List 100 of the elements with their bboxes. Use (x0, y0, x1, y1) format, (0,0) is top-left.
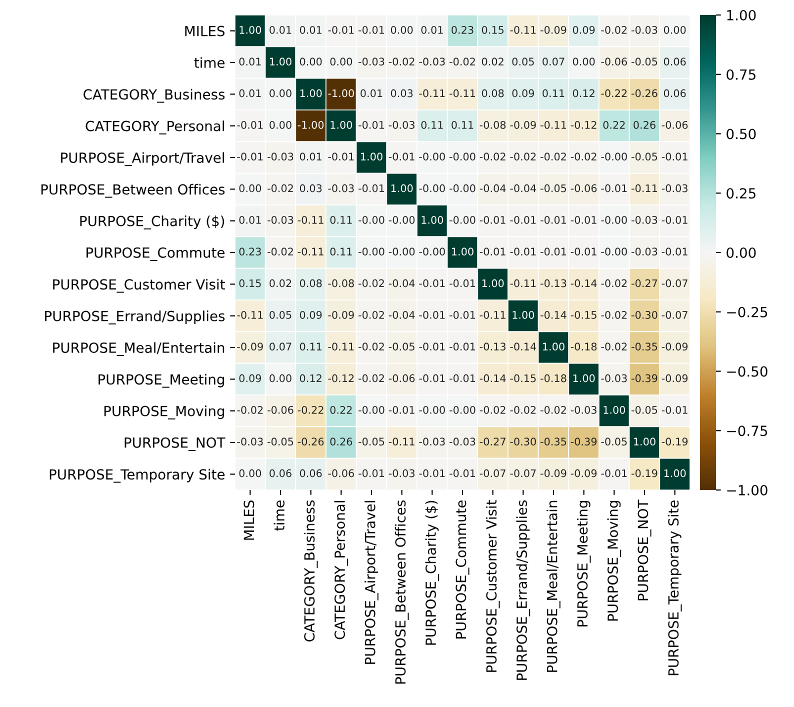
data-label: -0.11 (237, 310, 263, 319)
data-label: -0.00 (419, 248, 445, 256)
data-label: -0.01 (419, 279, 445, 288)
data-label: -0.08 (480, 120, 506, 129)
data-label: -0.18 (540, 374, 566, 382)
data-label: -0.02 (358, 374, 384, 382)
data-label: -0.14 (570, 279, 597, 288)
data-label: -0.06 (601, 58, 627, 66)
data-label: -0.11 (328, 342, 354, 351)
data-label: -0.01 (570, 248, 596, 256)
data-label: -0.19 (632, 469, 658, 478)
data-label: -0.01 (662, 152, 688, 161)
data-label: -0.02 (358, 342, 384, 351)
data-label: -0.01 (328, 152, 354, 161)
data-label: -0.01 (388, 406, 414, 414)
data-label: -0.00 (601, 248, 627, 256)
data-label: 0.22 (603, 120, 625, 129)
data-label: 0.12 (300, 374, 322, 382)
data-label: 0.01 (300, 152, 322, 161)
x-tick-label: PURPOSE_NOT (638, 500, 652, 600)
x-tick-label: PURPOSE_Temporary Site (668, 500, 682, 676)
data-label: 0.00 (664, 26, 686, 34)
data-label: -0.03 (632, 216, 658, 224)
data-label: -0.03 (419, 438, 445, 446)
data-label: -0.01 (510, 216, 536, 224)
data-label: -0.19 (662, 438, 688, 446)
data-label: -0.02 (388, 58, 414, 66)
data-label: -0.11 (419, 89, 445, 98)
data-label: 1.00 (452, 248, 474, 256)
data-label: 0.11 (330, 248, 352, 256)
data-label: -0.01 (419, 374, 445, 382)
data-label: -0.11 (298, 248, 324, 256)
data-label: -0.00 (601, 216, 627, 224)
data-label: -0.08 (328, 279, 354, 288)
data-label: -0.14 (510, 342, 536, 351)
data-label: -0.12 (328, 374, 354, 382)
y-tick-label: PURPOSE_Commute (86, 247, 225, 261)
data-label: -0.00 (601, 152, 627, 161)
data-label: -0.02 (540, 406, 566, 414)
data-label: -0.14 (480, 374, 506, 382)
data-label: 0.15 (482, 26, 504, 34)
x-tick-label: PURPOSE_Moving (607, 500, 622, 621)
data-label: -0.02 (268, 248, 293, 256)
data-label: -0.00 (419, 406, 445, 414)
data-label: 0.07 (270, 342, 292, 351)
data-label: 1.00 (240, 26, 262, 34)
data-label: -0.05 (632, 406, 658, 414)
data-label: 1.00 (361, 152, 382, 161)
data-label: -0.01 (540, 248, 566, 256)
data-label: 1.00 (604, 406, 626, 414)
data-label: -0.07 (510, 469, 536, 478)
data-label: 0.00 (270, 89, 292, 98)
data-label: 1.00 (422, 216, 444, 224)
data-label: 1.00 (634, 438, 656, 446)
data-label: -0.05 (358, 438, 384, 446)
data-label: -0.26 (298, 438, 324, 446)
data-label: -0.01 (450, 310, 476, 319)
data-label: -0.03 (328, 184, 354, 192)
data-label: 0.15 (239, 279, 261, 288)
y-tick-label: PURPOSE_Charity ($) (80, 216, 224, 230)
data-label: -0.09 (540, 469, 566, 478)
data-label: 0.00 (572, 58, 595, 66)
data-label: -0.06 (328, 469, 354, 478)
data-label: -0.07 (480, 469, 506, 478)
data-label: -0.30 (632, 310, 658, 319)
data-label: -0.04 (388, 310, 415, 319)
data-label: 0.07 (542, 58, 564, 66)
x-tick-label: PURPOSE_Between Offices (394, 500, 409, 684)
data-label: -0.03 (419, 58, 445, 66)
data-label: 0.03 (390, 89, 413, 98)
data-label: 0.00 (270, 120, 292, 129)
data-label: -0.11 (540, 120, 566, 129)
data-label: -0.00 (419, 184, 445, 192)
y-tick-label: time (194, 57, 225, 68)
data-label: -0.09 (510, 120, 536, 129)
data-label: -0.11 (510, 279, 536, 288)
data-label: -0.01 (237, 152, 263, 161)
data-label: -0.02 (601, 342, 627, 351)
color-bar-label: −0.75 (727, 426, 768, 436)
x-tick-label: PURPOSE_Commute (456, 500, 470, 638)
data-label: -0.01 (480, 216, 506, 224)
data-label: -0.03 (388, 469, 414, 478)
data-label: -0.01 (601, 469, 627, 478)
data-label: 0.00 (390, 26, 413, 34)
data-label: -0.03 (388, 120, 414, 129)
data-label: -0.03 (632, 248, 658, 256)
data-label: 1.00 (664, 469, 686, 478)
data-label: -0.07 (662, 279, 688, 288)
data-label: -0.11 (450, 89, 476, 98)
x-tick-label: PURPOSE_Airport/Travel (364, 501, 378, 664)
color-bar-label: −0.25 (727, 306, 768, 318)
data-label: -0.13 (480, 342, 506, 351)
data-label: -0.06 (388, 374, 415, 382)
data-label: 0.01 (421, 26, 443, 34)
data-label: -0.09 (540, 26, 566, 34)
data-label: -0.27 (480, 438, 506, 446)
data-label: -0.01 (450, 469, 476, 478)
data-label: -0.06 (268, 406, 294, 414)
data-label: -0.09 (662, 374, 688, 382)
data-label: -0.22 (298, 406, 324, 414)
